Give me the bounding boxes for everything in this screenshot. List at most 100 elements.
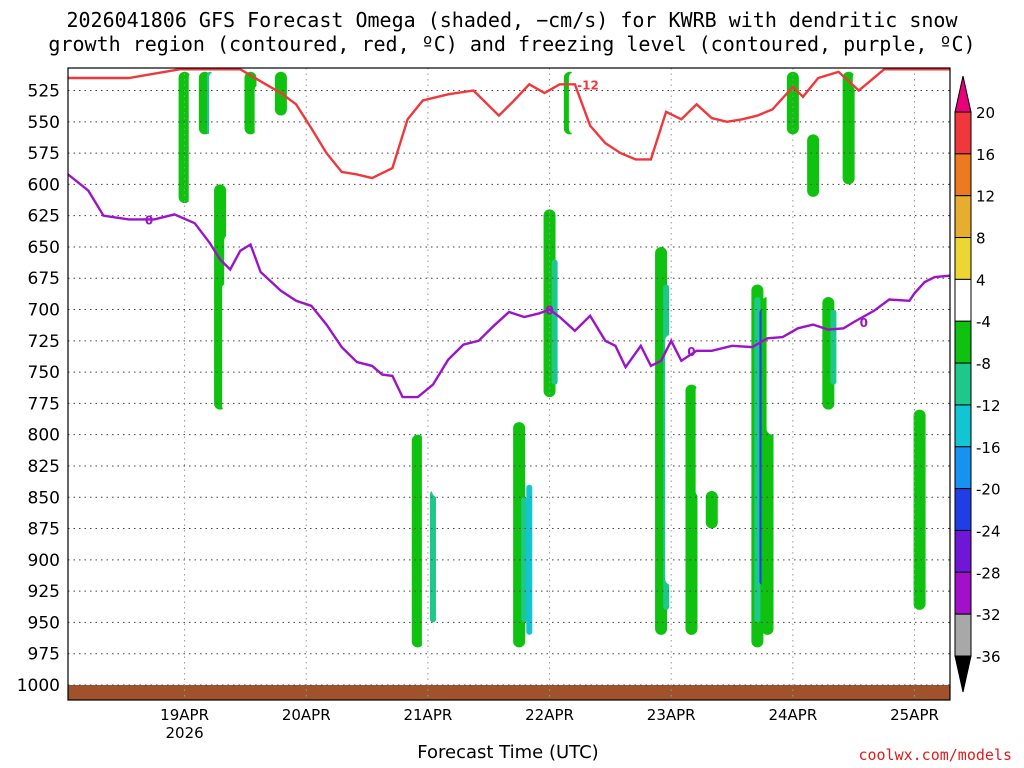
omega-region-87 <box>807 134 820 197</box>
y-tick-525: 525 <box>28 82 60 102</box>
omega-region-29 <box>330 134 343 310</box>
omega-region-51 <box>503 84 515 260</box>
omega-region-28 <box>325 71 338 110</box>
x-tick-1: 20APR <box>282 706 331 724</box>
colorbar-label-0: 20 <box>976 104 995 122</box>
omega-region-19 <box>239 334 252 423</box>
y-tick-875: 875 <box>28 520 60 540</box>
omega-region-63 <box>599 71 612 185</box>
y-tick-650: 650 <box>28 238 60 258</box>
y-tick-700: 700 <box>28 301 60 321</box>
omega-region-20 <box>244 71 257 135</box>
omega-region-85 <box>786 372 799 435</box>
omega-region-86 <box>786 71 799 135</box>
omega-region-64 <box>614 309 627 535</box>
colorbar-seg-10 <box>954 488 972 531</box>
omega-region-92 <box>852 71 865 91</box>
colorbar-cap-bottom <box>954 655 972 693</box>
y-tick-1000: 1000 <box>17 676 60 696</box>
omega-region-90 <box>830 309 837 385</box>
contour-label-0-0: 0 <box>145 213 153 227</box>
x-tick-0: 19APR <box>160 706 209 724</box>
y-tick-950: 950 <box>28 613 60 633</box>
omega-region-70 <box>673 309 680 635</box>
omega-region-97 <box>913 409 926 610</box>
x-tick-5: 24APR <box>768 706 817 724</box>
colorbar-label-4: 4 <box>976 271 986 289</box>
omega-region-21 <box>254 84 267 235</box>
omega-region-2 <box>148 503 161 635</box>
y-tick-850: 850 <box>28 488 60 508</box>
omega-region-25 <box>295 246 308 310</box>
x-axis-label: Forecast Time (UTC) <box>417 742 599 763</box>
omega-region-17 <box>224 234 237 385</box>
omega-region-9 <box>191 440 198 523</box>
omega-region-3 <box>158 209 171 310</box>
omega-region-4 <box>163 71 176 235</box>
y-tick-575: 575 <box>28 144 60 164</box>
omega-region-50 <box>492 71 505 135</box>
omega-region-14 <box>209 71 221 210</box>
y-tick-975: 975 <box>28 645 60 665</box>
omega-region-44 <box>440 146 447 523</box>
chart-title-line1: 2026041806 GFS Forecast Omega (shaded, −… <box>66 8 958 32</box>
omega-region-10 <box>193 259 206 410</box>
omega-region-75 <box>736 459 749 535</box>
y-tick-675: 675 <box>28 269 60 289</box>
colorbar-seg-7 <box>954 362 972 406</box>
contour-label-0-2: 0 <box>687 345 695 359</box>
omega-region-35 <box>391 109 404 185</box>
omega-region-31 <box>356 71 368 129</box>
colorbar-seg-9 <box>954 446 972 490</box>
colorbar-label-9: -20 <box>976 481 1001 499</box>
omega-region-83 <box>776 284 789 435</box>
x-tick-2: 21APR <box>403 706 452 724</box>
colorbar-label-7: -12 <box>976 397 1001 415</box>
omega-region-27 <box>310 234 323 460</box>
colorbar-label-6: -8 <box>976 355 991 373</box>
y-tick-900: 900 <box>28 551 60 571</box>
contour-label-1-0: -12 <box>577 78 599 92</box>
colorbar-seg-8 <box>954 404 972 448</box>
colorbar-seg-11 <box>954 529 972 573</box>
omega-region-56 <box>533 84 546 185</box>
colorbar-label-2: 12 <box>976 188 995 206</box>
omega-region-1 <box>132 115 145 166</box>
colorbar-seg-12 <box>954 571 972 615</box>
omega-region-93 <box>888 90 901 160</box>
y-tick-750: 750 <box>28 363 60 383</box>
omega-region-42 <box>429 491 436 623</box>
x-tick-3: 22APR <box>525 706 574 724</box>
x-tick-sub-0: 2026 <box>165 724 203 742</box>
colorbar-label-13: -36 <box>976 648 1001 666</box>
omega-region-46 <box>452 234 465 435</box>
omega-region-34 <box>386 71 399 85</box>
contour-label-0-3: 0 <box>860 316 868 330</box>
omega-region-98 <box>918 71 931 260</box>
colorbar-label-1: 16 <box>976 146 995 164</box>
colorbar-seg-3 <box>954 195 972 239</box>
colorbar-cap-top <box>954 75 972 113</box>
y-tick-775: 775 <box>28 394 60 414</box>
colorbar-seg-4 <box>954 237 972 280</box>
omega-region-59 <box>561 409 568 585</box>
y-tick-725: 725 <box>28 332 60 352</box>
omega-region-36 <box>396 184 409 310</box>
omega-region-45 <box>445 71 452 185</box>
contour-dgz <box>68 68 950 180</box>
omega-region-38 <box>411 134 424 435</box>
contour-freezing-level <box>68 173 950 399</box>
omega-region-72 <box>685 384 698 635</box>
omega-region-91 <box>842 71 855 185</box>
omega-region-88 <box>822 209 835 247</box>
colorbar-label-12: -32 <box>976 606 1001 624</box>
omega-region-66 <box>639 434 652 585</box>
credit-text: coolwx.com/models <box>858 746 1012 764</box>
chart-title-line2: growth region (contoured, red, ºC) and f… <box>48 32 976 56</box>
y-tick-800: 800 <box>28 426 60 446</box>
y-tick-600: 600 <box>28 175 60 195</box>
omega-region-61 <box>568 71 581 135</box>
y-tick-550: 550 <box>28 113 60 133</box>
y-tick-625: 625 <box>28 207 60 227</box>
y-tick-925: 925 <box>28 582 60 602</box>
